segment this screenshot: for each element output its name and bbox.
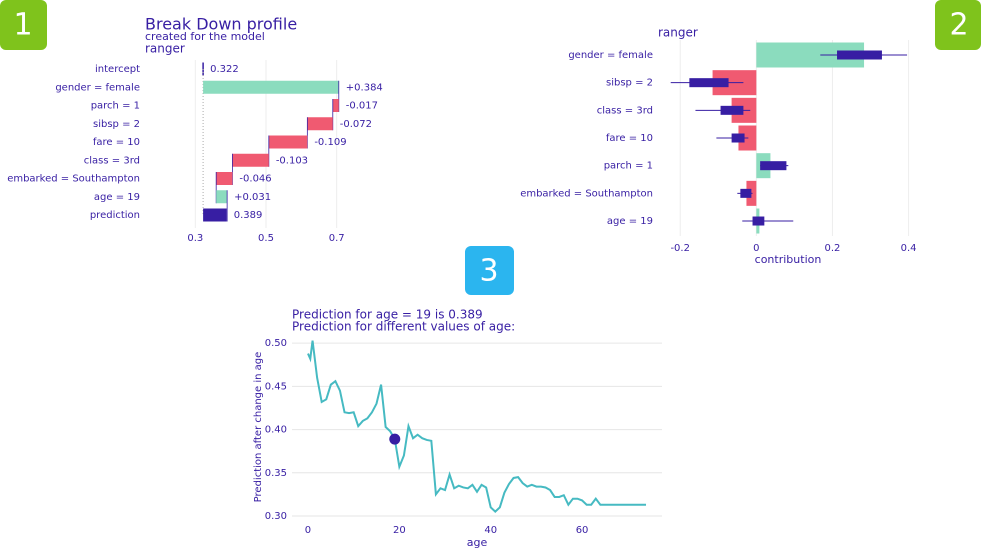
box	[720, 105, 744, 115]
bar	[203, 80, 339, 94]
badge-box	[465, 246, 514, 295]
y-axis-label: Prediction after change in age	[253, 352, 264, 503]
box	[837, 50, 882, 60]
data-label: +0.031	[234, 192, 271, 203]
box	[740, 188, 752, 198]
x-tick-label: 0	[753, 243, 759, 254]
box	[760, 161, 787, 171]
x-axis-label: contribution	[755, 253, 822, 266]
y-tick-label: 0.50	[265, 338, 287, 349]
chart-subtitle: created for the model	[145, 30, 265, 43]
y-tick-label: sibsp = 2	[606, 78, 653, 89]
y-tick-label: gender = female	[55, 82, 140, 93]
y-tick-label: class = 3rd	[84, 155, 140, 166]
badge: 3	[479, 254, 498, 289]
chart-title: ranger	[658, 26, 698, 40]
data-label: -0.103	[276, 155, 308, 166]
x-tick-label: 0.5	[258, 233, 274, 244]
point	[389, 433, 401, 445]
badge-box	[0, 0, 47, 50]
y-tick-label: sibsp = 2	[93, 119, 140, 130]
data-label: -0.072	[340, 119, 372, 130]
x-tick-label: 0.7	[329, 233, 345, 244]
x-tick-label: 0	[305, 525, 311, 536]
box	[689, 78, 729, 88]
data-label: 0.389	[234, 210, 263, 221]
y-tick-label: class = 3rd	[597, 105, 653, 116]
badge: 1	[13, 8, 32, 43]
y-tick-label: age = 19	[94, 192, 140, 203]
y-tick-label: prediction	[90, 210, 140, 221]
chart-title: Prediction for age = 19 is 0.389	[292, 308, 483, 322]
y-tick-label: parch = 1	[604, 161, 653, 172]
x-tick-label: -0.2	[670, 243, 690, 254]
y-tick-label: 0.35	[265, 468, 287, 479]
data-label: -0.017	[346, 101, 378, 112]
y-tick-label: fare = 10	[606, 133, 653, 144]
badge: 2	[949, 8, 968, 43]
bar	[307, 117, 333, 131]
y-tick-label: embarked = Southampton	[7, 174, 140, 185]
x-axis-label: age	[467, 536, 488, 549]
y-tick-label: intercept	[95, 64, 140, 75]
y-tick-label: 0.30	[265, 511, 287, 522]
y-tick-label: embarked = Southampton	[520, 188, 653, 199]
bar	[268, 135, 308, 149]
y-tick-label: age = 19	[607, 216, 653, 227]
model-name: ranger	[145, 42, 185, 56]
x-tick-label: 0.4	[901, 243, 917, 254]
y-tick-label: 0.40	[265, 425, 287, 436]
y-tick-label: 0.45	[265, 381, 287, 392]
data-label: 0.322	[210, 64, 239, 75]
x-tick-label: 40	[484, 525, 497, 536]
data-label: -0.109	[314, 137, 346, 148]
chart-subtitle: Prediction for different values of age:	[292, 320, 515, 334]
chart-title: Break Down profile	[145, 15, 297, 34]
bar	[203, 208, 227, 222]
x-tick-label: 20	[393, 525, 406, 536]
line	[307, 340, 647, 514]
bar	[232, 153, 269, 167]
box	[731, 133, 745, 143]
y-tick-label: parch = 1	[91, 101, 140, 112]
x-tick-label: 60	[576, 525, 589, 536]
bar	[216, 172, 233, 185]
y-tick-label: gender = female	[568, 50, 653, 61]
box	[752, 216, 765, 226]
data-label: +0.384	[346, 82, 383, 93]
x-tick-label: 0.2	[825, 243, 841, 254]
x-tick-label: 0.3	[187, 233, 203, 244]
bar	[216, 190, 228, 204]
badge-box	[935, 0, 981, 50]
data-label: -0.046	[239, 174, 271, 185]
y-tick-label: fare = 10	[93, 137, 140, 148]
bar	[332, 99, 339, 112]
